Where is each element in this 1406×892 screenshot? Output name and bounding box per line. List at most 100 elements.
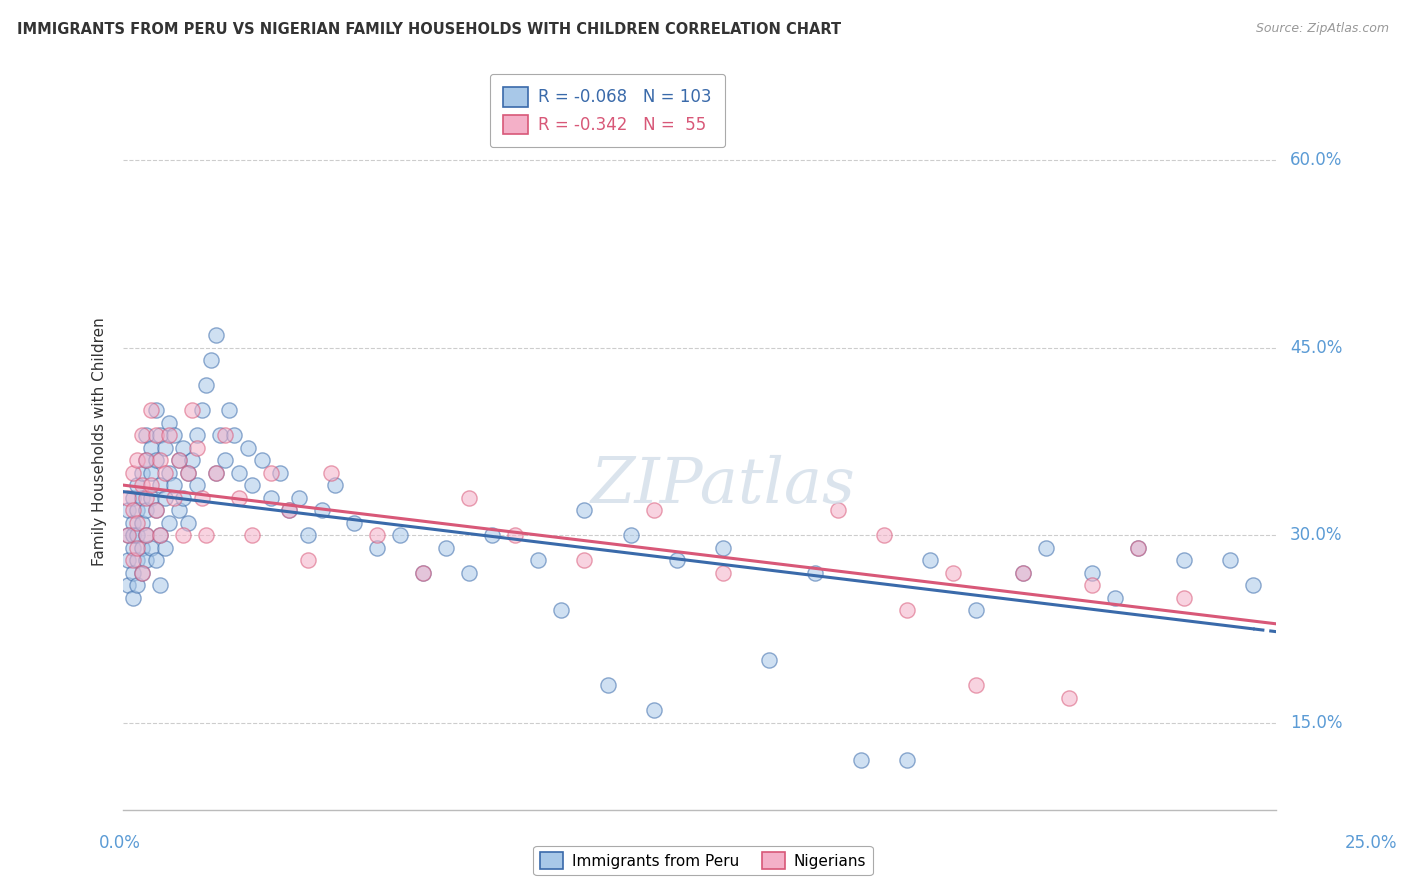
Point (186, 428, 208, 442)
Point (135, 503, 157, 517)
Point (1104, 591, 1126, 605)
Point (186, 478, 208, 492)
Point (228, 466, 250, 480)
Text: 60.0%: 60.0% (1291, 152, 1343, 169)
Point (242, 528, 264, 542)
Point (135, 453, 157, 467)
Point (153, 541, 176, 555)
Point (711, 541, 734, 555)
Point (186, 441, 208, 455)
Point (127, 578, 149, 592)
Text: 45.0%: 45.0% (1291, 339, 1343, 357)
Point (163, 491, 186, 505)
Point (121, 491, 143, 505)
Point (157, 428, 180, 442)
Point (153, 491, 176, 505)
Point (127, 553, 149, 567)
Point (236, 441, 259, 455)
Point (195, 528, 218, 542)
Point (503, 528, 526, 542)
Point (167, 453, 190, 467)
Point (127, 478, 149, 492)
Point (139, 491, 162, 505)
Point (1241, 578, 1264, 592)
Point (204, 328, 226, 343)
Point (135, 528, 157, 542)
Point (172, 491, 194, 505)
Point (434, 541, 457, 555)
Point (1173, 591, 1195, 605)
Point (412, 566, 434, 580)
Point (135, 453, 157, 467)
Point (167, 453, 190, 467)
Point (1080, 566, 1102, 580)
Point (278, 503, 301, 517)
Point (139, 466, 162, 480)
Point (117, 528, 139, 542)
Point (643, 503, 665, 517)
Point (117, 553, 139, 567)
Point (131, 516, 153, 530)
Point (297, 553, 319, 567)
Y-axis label: Family Households with Children: Family Households with Children (93, 318, 107, 566)
Point (149, 528, 172, 542)
Point (157, 516, 180, 530)
Point (127, 453, 149, 467)
Point (139, 403, 162, 417)
Point (145, 553, 167, 567)
Point (896, 603, 918, 617)
Point (145, 453, 167, 467)
Point (1035, 541, 1057, 555)
Point (117, 528, 139, 542)
Point (643, 703, 665, 717)
Point (222, 428, 245, 442)
Point (167, 503, 190, 517)
Point (145, 428, 167, 442)
Text: 25.0%: 25.0% (1344, 834, 1398, 852)
Point (135, 553, 157, 567)
Point (200, 353, 222, 368)
Point (873, 528, 896, 542)
Text: 30.0%: 30.0% (1291, 526, 1343, 544)
Text: 15.0%: 15.0% (1291, 714, 1343, 731)
Point (131, 566, 153, 580)
Point (527, 553, 550, 567)
Text: 0.0%: 0.0% (98, 834, 141, 852)
Point (942, 566, 965, 580)
Point (388, 528, 411, 542)
Point (131, 566, 153, 580)
Point (121, 516, 143, 530)
Point (804, 566, 827, 580)
Point (260, 466, 283, 480)
Point (149, 453, 172, 467)
Point (121, 566, 143, 580)
Legend: Immigrants from Peru, Nigerians: Immigrants from Peru, Nigerians (533, 846, 873, 875)
Point (127, 541, 149, 555)
Point (177, 516, 200, 530)
Point (117, 503, 139, 517)
Point (131, 428, 153, 442)
Point (665, 553, 688, 567)
Point (574, 503, 596, 517)
Point (458, 491, 481, 505)
Point (149, 528, 172, 542)
Point (139, 478, 162, 492)
Point (250, 453, 273, 467)
Point (135, 428, 157, 442)
Point (214, 453, 236, 467)
Point (127, 503, 149, 517)
Text: ZIPatlas: ZIPatlas (591, 455, 855, 516)
Point (131, 491, 153, 505)
Point (121, 553, 143, 567)
Point (181, 453, 204, 467)
Point (458, 566, 481, 580)
Point (574, 553, 596, 567)
Point (172, 528, 194, 542)
Point (269, 466, 291, 480)
Legend: R = -0.068   N = 103, R = -0.342   N =  55: R = -0.068 N = 103, R = -0.342 N = 55 (489, 74, 725, 147)
Point (181, 403, 204, 417)
Point (311, 503, 333, 517)
Point (204, 466, 226, 480)
Point (325, 478, 347, 492)
Point (242, 478, 264, 492)
